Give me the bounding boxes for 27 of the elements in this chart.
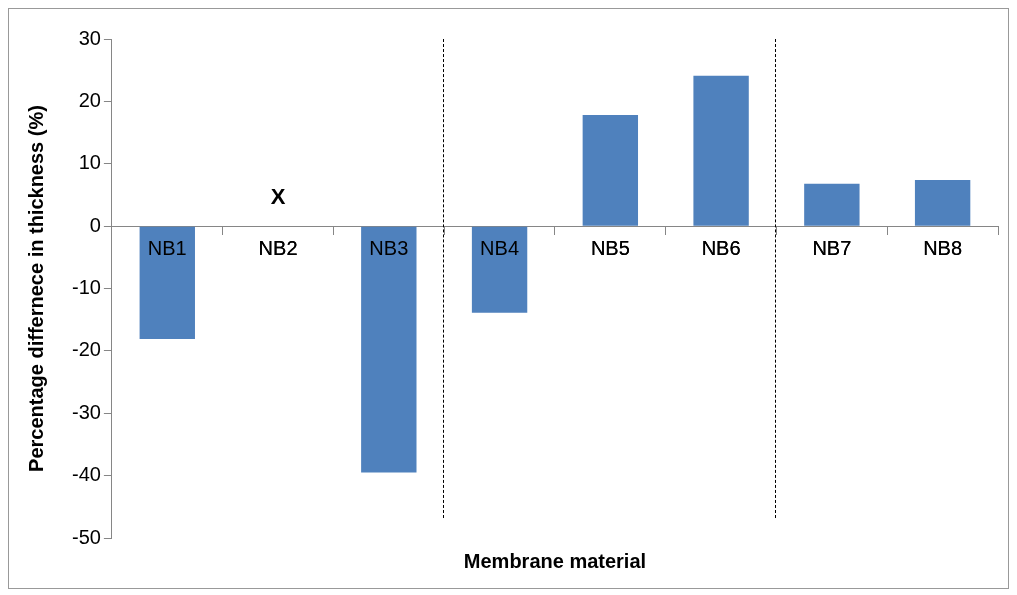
- y-tick-label: 10: [78, 151, 101, 174]
- bar: [471, 226, 528, 313]
- y-tick-label: 0: [89, 213, 101, 236]
- y-axis-title: Percentage differnece in thickness (%): [24, 105, 47, 472]
- x-axis-title: Membrane material: [463, 549, 647, 572]
- y-tick-label: -40: [72, 463, 101, 486]
- x-tick-label: NB1: [147, 236, 187, 259]
- bar: [361, 226, 417, 473]
- x-tick-label: NB4: [480, 236, 520, 259]
- y-tick-label: 20: [78, 88, 101, 111]
- x-tick-label: NB2: [258, 236, 298, 259]
- x-tick-label: NB3: [369, 236, 409, 259]
- x-tick-label: NB8: [923, 236, 963, 259]
- y-tick-label: -50: [72, 525, 101, 548]
- bar: [804, 183, 860, 226]
- y-tick-label: -10: [72, 276, 101, 299]
- y-tick-label: -30: [72, 400, 101, 423]
- bar: [582, 115, 639, 226]
- x-tick-label: NB7: [812, 236, 852, 259]
- x-tick-label: NB5: [590, 236, 630, 259]
- y-tick-label: 30: [78, 26, 101, 49]
- annotation: X: [270, 184, 286, 210]
- bar: [914, 179, 971, 226]
- bar: [139, 226, 195, 340]
- x-tick-label: NB6: [701, 236, 741, 259]
- bar: [693, 75, 749, 226]
- y-tick-label: -20: [72, 338, 101, 361]
